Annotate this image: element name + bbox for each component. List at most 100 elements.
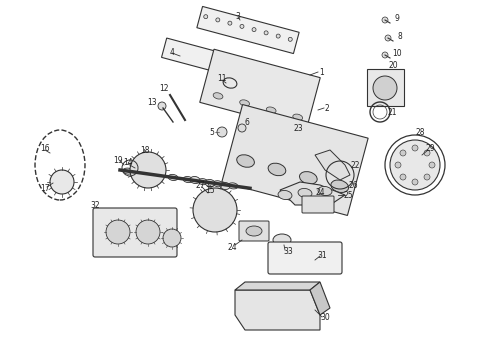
Ellipse shape bbox=[205, 180, 215, 186]
Circle shape bbox=[400, 174, 406, 180]
Text: 12: 12 bbox=[159, 84, 169, 93]
Polygon shape bbox=[235, 282, 320, 290]
Text: 22: 22 bbox=[350, 161, 360, 170]
Ellipse shape bbox=[237, 155, 254, 167]
Text: 1: 1 bbox=[319, 68, 324, 77]
Text: 6: 6 bbox=[245, 117, 249, 126]
Text: 13: 13 bbox=[147, 98, 157, 107]
Text: 27: 27 bbox=[195, 180, 205, 189]
Circle shape bbox=[238, 124, 246, 132]
Text: 3: 3 bbox=[236, 12, 241, 21]
Circle shape bbox=[382, 52, 388, 58]
Text: 16: 16 bbox=[40, 144, 50, 153]
Polygon shape bbox=[315, 150, 350, 180]
Text: 29: 29 bbox=[425, 144, 435, 153]
Text: 15: 15 bbox=[205, 185, 215, 194]
Ellipse shape bbox=[198, 179, 208, 185]
FancyBboxPatch shape bbox=[93, 208, 177, 257]
Circle shape bbox=[217, 127, 227, 137]
Ellipse shape bbox=[273, 234, 291, 246]
Circle shape bbox=[412, 145, 418, 151]
Ellipse shape bbox=[138, 170, 148, 176]
Ellipse shape bbox=[331, 180, 348, 193]
Polygon shape bbox=[280, 182, 345, 205]
Text: 24: 24 bbox=[315, 188, 325, 197]
Ellipse shape bbox=[228, 183, 238, 189]
Circle shape bbox=[130, 152, 166, 188]
Circle shape bbox=[50, 170, 74, 194]
Circle shape bbox=[136, 220, 160, 244]
Ellipse shape bbox=[246, 226, 262, 236]
Ellipse shape bbox=[318, 186, 332, 195]
Circle shape bbox=[240, 24, 244, 28]
Ellipse shape bbox=[268, 163, 286, 176]
Ellipse shape bbox=[293, 114, 303, 120]
Ellipse shape bbox=[183, 176, 193, 183]
Text: 10: 10 bbox=[392, 49, 402, 58]
Ellipse shape bbox=[278, 190, 292, 199]
Polygon shape bbox=[162, 38, 258, 82]
Ellipse shape bbox=[298, 188, 312, 198]
Circle shape bbox=[252, 28, 256, 32]
Circle shape bbox=[193, 188, 237, 232]
Text: 21: 21 bbox=[387, 108, 397, 117]
Text: 26: 26 bbox=[348, 180, 358, 189]
Text: 5: 5 bbox=[210, 127, 215, 136]
Circle shape bbox=[390, 140, 440, 190]
Circle shape bbox=[216, 18, 220, 22]
Text: 32: 32 bbox=[90, 201, 100, 210]
Text: 28: 28 bbox=[415, 127, 425, 136]
Text: 8: 8 bbox=[397, 32, 402, 41]
Polygon shape bbox=[235, 290, 320, 330]
Circle shape bbox=[228, 21, 232, 25]
Text: 24: 24 bbox=[227, 243, 237, 252]
Circle shape bbox=[163, 229, 181, 247]
Text: 30: 30 bbox=[320, 314, 330, 323]
Ellipse shape bbox=[153, 172, 163, 179]
Circle shape bbox=[204, 15, 208, 19]
Text: 19: 19 bbox=[113, 156, 123, 165]
Text: 33: 33 bbox=[283, 248, 293, 256]
Circle shape bbox=[382, 17, 388, 23]
Circle shape bbox=[424, 150, 430, 156]
Text: 18: 18 bbox=[140, 145, 150, 154]
Text: 2: 2 bbox=[324, 104, 329, 112]
Circle shape bbox=[276, 34, 280, 38]
Ellipse shape bbox=[168, 174, 178, 180]
Ellipse shape bbox=[123, 168, 133, 174]
Circle shape bbox=[373, 76, 397, 100]
Polygon shape bbox=[200, 49, 320, 131]
Text: 9: 9 bbox=[394, 14, 399, 23]
Polygon shape bbox=[222, 104, 368, 216]
FancyBboxPatch shape bbox=[367, 69, 404, 106]
Circle shape bbox=[400, 150, 406, 156]
Ellipse shape bbox=[213, 93, 223, 99]
Circle shape bbox=[429, 162, 435, 168]
Ellipse shape bbox=[240, 100, 249, 106]
FancyBboxPatch shape bbox=[239, 221, 269, 241]
Ellipse shape bbox=[266, 107, 276, 113]
Text: 31: 31 bbox=[317, 251, 327, 260]
Text: 11: 11 bbox=[217, 73, 227, 82]
Text: 20: 20 bbox=[388, 60, 398, 69]
Polygon shape bbox=[197, 6, 299, 54]
Circle shape bbox=[395, 162, 401, 168]
Circle shape bbox=[158, 102, 166, 110]
Circle shape bbox=[106, 220, 130, 244]
Ellipse shape bbox=[220, 183, 230, 189]
Text: 25: 25 bbox=[343, 190, 353, 199]
Ellipse shape bbox=[213, 181, 223, 187]
Circle shape bbox=[412, 179, 418, 185]
Ellipse shape bbox=[190, 176, 200, 184]
Text: 14: 14 bbox=[123, 158, 133, 166]
Text: 17: 17 bbox=[40, 184, 50, 193]
FancyBboxPatch shape bbox=[302, 196, 334, 213]
Polygon shape bbox=[310, 282, 330, 315]
FancyBboxPatch shape bbox=[268, 242, 342, 274]
Text: 4: 4 bbox=[170, 48, 174, 57]
Ellipse shape bbox=[299, 172, 317, 184]
Circle shape bbox=[424, 174, 430, 180]
Circle shape bbox=[264, 31, 268, 35]
Circle shape bbox=[385, 35, 391, 41]
Circle shape bbox=[288, 37, 292, 41]
